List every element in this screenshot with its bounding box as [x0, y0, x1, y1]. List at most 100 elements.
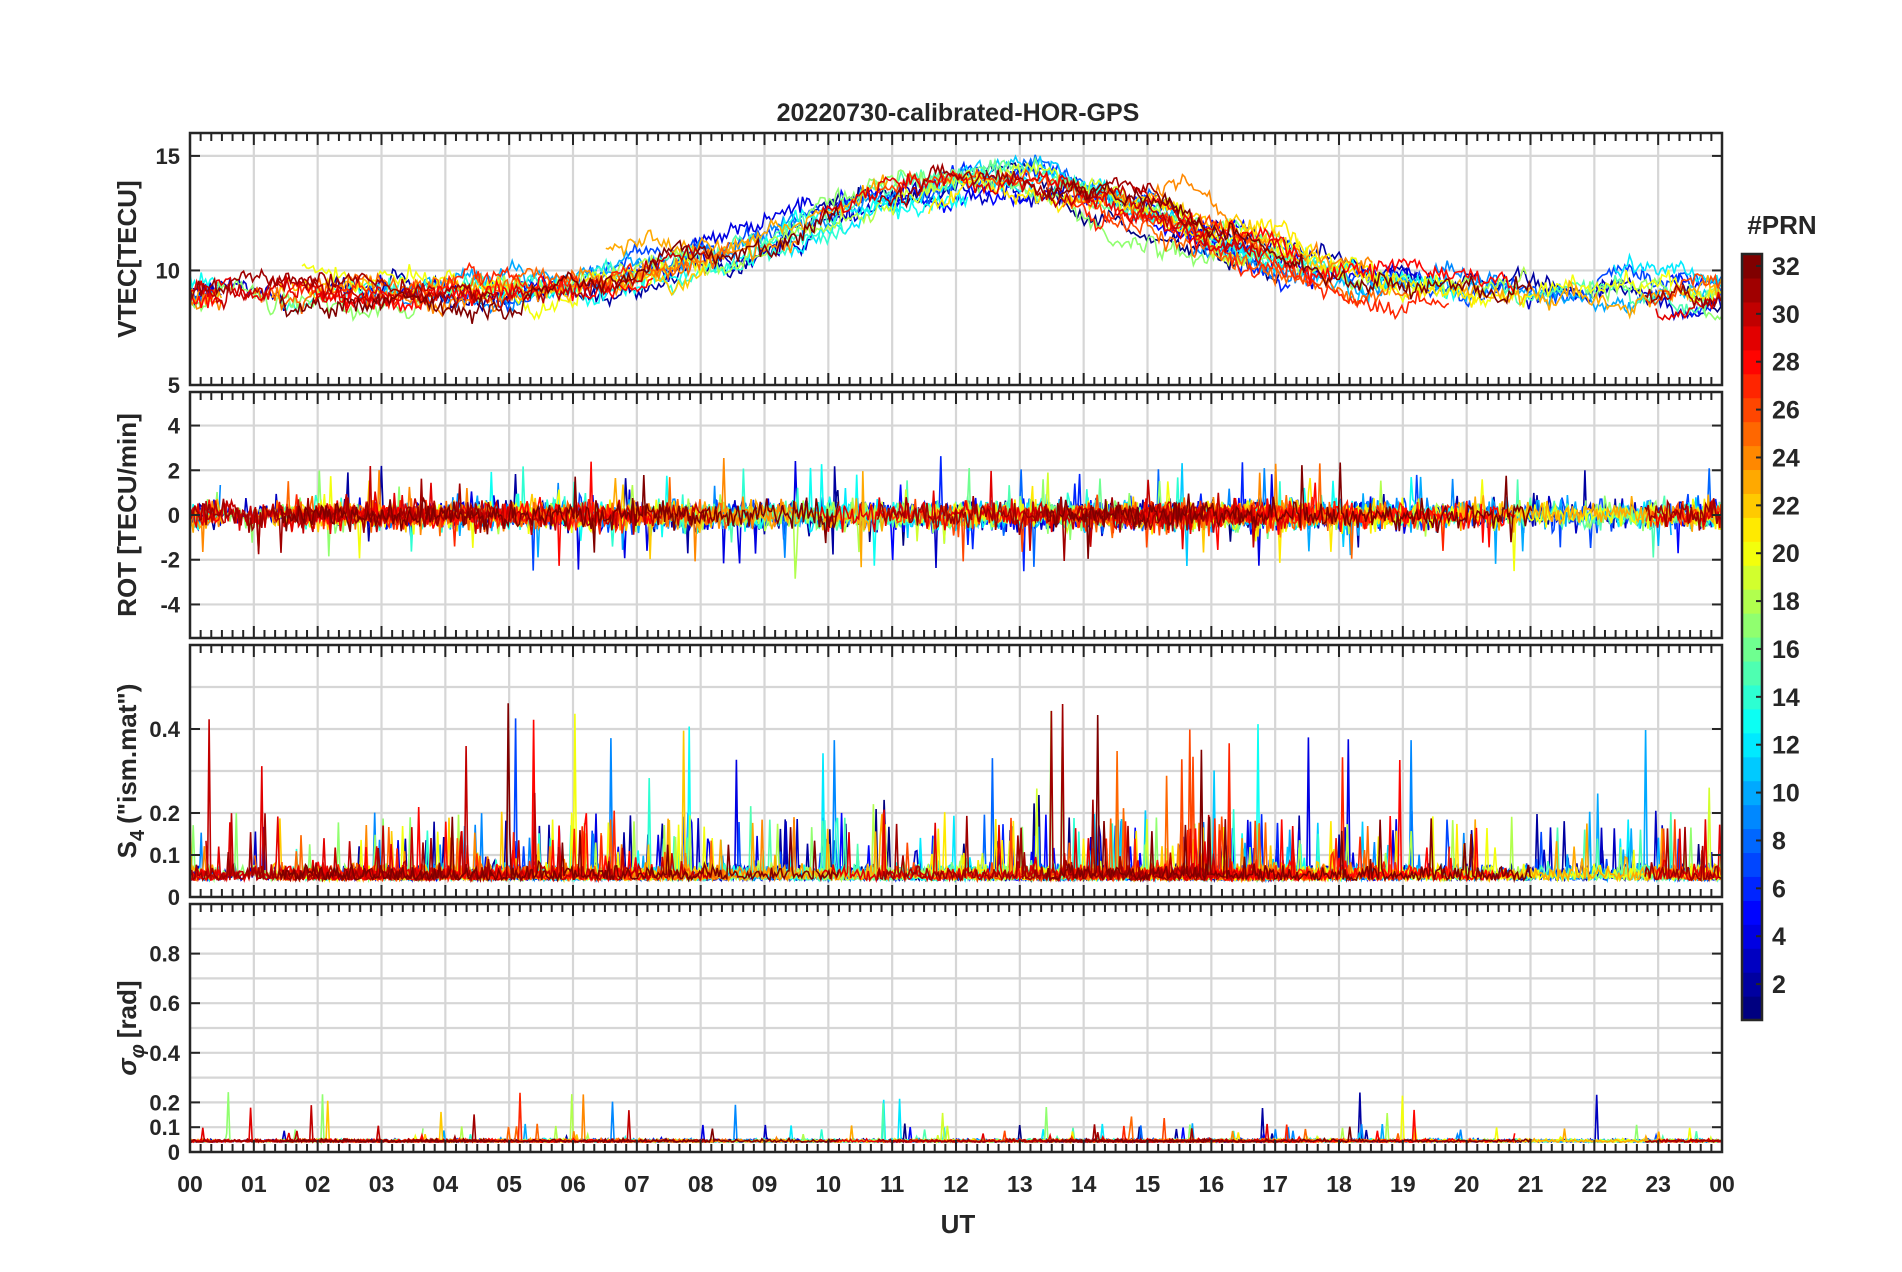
colorbar-tick-label: 28 — [1772, 349, 1800, 377]
x-tick-label: 07 — [624, 1171, 650, 1197]
series-line-prn-24 — [1150, 173, 1373, 275]
x-tick-label: 00 — [177, 1171, 203, 1197]
x-tick-label: 14 — [1071, 1171, 1097, 1197]
colorbar-segment — [1742, 637, 1762, 662]
colorbar-tick-label: 26 — [1772, 397, 1800, 425]
colorbar-segment — [1742, 565, 1762, 590]
series-group — [190, 703, 1722, 884]
x-tick-labels: 00 01 02 03 04 05 06 07 08 09 10 11 12 13 14 15 16 17 18 19… — [177, 1171, 1735, 1197]
colorbar-tick-label: 6 — [1772, 875, 1786, 903]
y-tick-label: -2 — [160, 548, 180, 573]
colorbar-segment — [1742, 732, 1762, 758]
x-tick-label: 02 — [305, 1171, 331, 1197]
series-line-prn-27 — [1070, 200, 1450, 321]
y-axis-label-rest: ("ism.mat") — [112, 684, 142, 824]
x-tick-label: 08 — [688, 1171, 714, 1197]
x-tick-label: 13 — [1007, 1171, 1033, 1197]
series-group — [190, 456, 1722, 579]
colorbar-label: #PRN — [1747, 210, 1816, 240]
colorbar-segment — [1742, 517, 1762, 542]
series-line-prn-31 — [1644, 826, 1722, 883]
y-tick-label: 0.4 — [149, 717, 180, 742]
series-line-prn-31 — [190, 813, 494, 884]
y-tick-label: -4 — [160, 592, 180, 617]
x-ticks — [189, 392, 1723, 638]
series-line-prn-32 — [1046, 1126, 1532, 1144]
series-line-prn-26 — [1645, 273, 1721, 307]
colorbar-tick-label: 4 — [1772, 923, 1786, 951]
grid — [190, 133, 1722, 385]
series-group — [190, 154, 1722, 324]
x-ticks — [189, 904, 1723, 1152]
series-line-prn-30 — [1021, 179, 1262, 258]
colorbar-segment — [1742, 660, 1762, 686]
colorbar-tick-label: 10 — [1772, 780, 1800, 808]
x-tick-label: 03 — [369, 1171, 395, 1197]
y-axis-label-sub: φ — [127, 1044, 149, 1058]
y-axis-label: ROT [TECU/min] — [112, 413, 142, 617]
x-tick-label: 10 — [816, 1171, 842, 1197]
colorbar-segment — [1742, 541, 1762, 566]
colorbar-tick-label: 8 — [1772, 827, 1786, 855]
x-tick-label: 09 — [752, 1171, 778, 1197]
colorbar-tick-label: 12 — [1772, 732, 1800, 760]
x-axis-label: UT — [941, 1209, 976, 1239]
x-tick-label: 17 — [1262, 1171, 1288, 1197]
y-tick-label: 0 — [168, 503, 180, 528]
colorbar-segment — [1742, 852, 1762, 877]
colorbar-segment — [1742, 421, 1762, 447]
series-line-prn-32 — [279, 474, 840, 553]
x-tick-label: 04 — [433, 1171, 459, 1197]
series-line-prn-31 — [190, 267, 495, 305]
colorbar-segment — [1742, 684, 1762, 710]
panel-1: 5 10 15 VTEC[TECU] — [112, 131, 1724, 398]
colorbar-tick-label: 18 — [1772, 588, 1800, 616]
y-tick-label: 2 — [168, 458, 180, 483]
y-tick-label: 0.8 — [149, 942, 180, 967]
series-line-prn-31 — [876, 496, 1210, 562]
y-axis-label-main: σ — [112, 1057, 142, 1076]
series-line-prn-31 — [876, 703, 1211, 882]
colorbar-segment — [1742, 277, 1762, 303]
y-tick-label: 0.6 — [149, 991, 180, 1016]
colorbar-tick-label: 22 — [1772, 492, 1800, 520]
series-line-prn-31 — [877, 162, 1212, 238]
y-tick-label: 15 — [156, 144, 180, 169]
series-line-prn-12 — [1613, 252, 1722, 287]
series-line-prn-32 — [1045, 177, 1533, 305]
colorbar-tick-label: 32 — [1772, 253, 1800, 281]
colorbar-segment — [1742, 397, 1762, 423]
x-tick-label: 12 — [943, 1171, 969, 1197]
y-tick-label: 10 — [156, 258, 180, 283]
y-tick-label: 0.1 — [149, 1115, 180, 1140]
y-axis-label: σφ [rad] — [112, 980, 149, 1075]
colorbar-segment — [1742, 254, 1762, 279]
colorbar-segment — [1742, 828, 1762, 854]
y-tick-label: 4 — [168, 414, 181, 439]
x-tick-label: 11 — [880, 1171, 905, 1197]
series-line-prn-15 — [1502, 275, 1721, 317]
colorbar-box — [1740, 252, 1764, 1022]
series-line-prn-31 — [1644, 498, 1722, 531]
x-tick-label: 06 — [560, 1171, 586, 1197]
x-tick-label: 16 — [1199, 1171, 1225, 1197]
x-tick-label: 05 — [496, 1171, 522, 1197]
panel-2: -4 -2 0 2 4 ROT [TECU/min] — [112, 390, 1724, 640]
y-axis-label-main: S — [112, 841, 142, 858]
series-line-prn-29 — [1655, 292, 1722, 321]
x-tick-label: 23 — [1645, 1171, 1671, 1197]
y-axis-label: VTEC[TECU] — [112, 180, 142, 337]
colorbar-segment — [1742, 589, 1762, 614]
colorbar-tick-label: 2 — [1772, 971, 1786, 999]
x-tick-label: 19 — [1390, 1171, 1416, 1197]
colorbar-tick-label: 24 — [1772, 444, 1800, 472]
colorbar-segment — [1742, 708, 1762, 734]
y-axis-label-sub: 4 — [127, 829, 149, 841]
x-ticks — [189, 645, 1723, 897]
colorbar-segment — [1742, 349, 1762, 375]
colorbar-segment — [1742, 924, 1762, 949]
chart-title: 20220730-calibrated-HOR-GPS — [777, 99, 1140, 127]
colorbar-segment — [1742, 493, 1762, 518]
x-tick-label: 18 — [1326, 1171, 1352, 1197]
